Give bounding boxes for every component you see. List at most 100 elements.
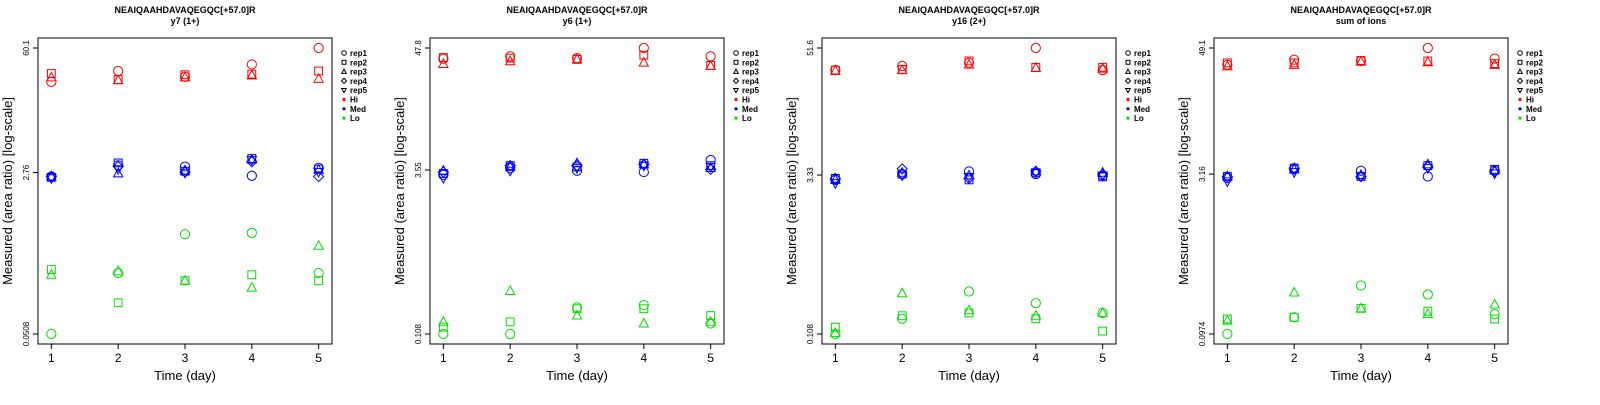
data-point-med-rep5 <box>313 167 325 179</box>
data-point-hi-rep3 <box>896 64 908 75</box>
plot-frame <box>1213 37 1509 345</box>
legend-marker-rep4 <box>1516 77 1524 85</box>
data-point-hi-rep1 <box>1030 42 1041 54</box>
data-point-lo-rep3 <box>571 309 583 320</box>
data-point-hi-rep3 <box>571 53 583 64</box>
legend-label-rep4: rep4 <box>1526 77 1543 86</box>
data-point-lo-rep1 <box>113 267 124 279</box>
x-tick-label: 5 <box>707 351 714 365</box>
data-point-hi-rep2 <box>639 50 649 60</box>
legend-label-rep2: rep2 <box>742 58 759 67</box>
data-point-med-rep1 <box>179 161 191 172</box>
data-point-lo-rep1 <box>313 267 324 279</box>
y-tick-label: 47.8 <box>414 40 423 56</box>
data-point-med-rep5 <box>1489 169 1501 180</box>
data-point-hi-rep1 <box>179 71 191 82</box>
data-point-med-rep5 <box>45 174 57 185</box>
legend-marker-med <box>1126 107 1130 111</box>
data-point-med-rep3 <box>45 170 57 181</box>
data-point-hi-rep3 <box>313 72 325 83</box>
data-point-hi-rep3 <box>963 58 975 69</box>
data-point-lo-rep1 <box>830 328 841 340</box>
legend-label-rep1: rep1 <box>1526 49 1543 58</box>
data-point-lo-rep1 <box>1222 328 1233 340</box>
data-point-lo-rep3 <box>112 265 124 276</box>
y-tick-label: 3.33 <box>806 167 815 183</box>
y-axis-label: Measured (area ratio) [log-scale] <box>392 97 407 285</box>
legend-marker-rep1 <box>1517 50 1523 56</box>
legend-marker-hi <box>1518 97 1522 102</box>
legend-label-rep5: rep5 <box>1526 86 1543 95</box>
data-point-hi-rep3 <box>112 74 124 85</box>
legend-label-hi: Hi <box>1526 96 1534 105</box>
data-point-hi-rep2 <box>505 53 515 63</box>
y-tick-label: 60.1 <box>22 40 31 56</box>
data-point-med-rep3 <box>112 167 124 178</box>
y-tick-label: 3.16 <box>1198 166 1207 182</box>
legend-label-med: Med <box>350 105 366 114</box>
data-point-med-rep5 <box>963 172 975 184</box>
data-point-lo-rep3 <box>1030 309 1042 320</box>
data-point-lo-rep2 <box>572 304 582 314</box>
legend-marker-rep4 <box>1124 77 1132 85</box>
data-point-lo-rep2 <box>1098 326 1108 336</box>
legend-label-rep3: rep3 <box>350 68 367 77</box>
legend-marker-lo <box>1518 116 1522 120</box>
legend-label-med: Med <box>1134 105 1150 114</box>
legend-marker-rep2 <box>733 59 739 65</box>
data-point-hi-rep1 <box>313 42 324 54</box>
data-point-med-rep1 <box>246 170 257 181</box>
legend-marker-rep5 <box>1124 87 1132 94</box>
chart-subtitle: y6 (1+) <box>563 16 592 26</box>
data-point-lo-rep2 <box>505 317 515 327</box>
data-point-lo-rep2 <box>830 322 840 332</box>
y-tick-label: 51.6 <box>806 40 815 56</box>
x-tick-label: 4 <box>1424 351 1431 365</box>
y-tick-label: 49.1 <box>1198 40 1207 56</box>
x-tick-label: 3 <box>1358 351 1365 365</box>
data-point-med-rep4 <box>896 163 908 175</box>
data-point-hi-rep1 <box>438 53 449 64</box>
data-point-med-rep1 <box>897 168 908 180</box>
legend-marker-med <box>734 107 738 111</box>
x-tick-label: 5 <box>1099 351 1106 365</box>
legend-label-rep4: rep4 <box>1134 77 1151 86</box>
legend-label-rep1: rep1 <box>350 49 367 58</box>
data-point-hi-rep1 <box>1097 65 1108 76</box>
chart-title: NEAIQAAHDAVAQEGQC[+57.0]R <box>115 5 256 15</box>
x-axis-label: Time (day) <box>1330 368 1392 383</box>
data-point-hi-rep2 <box>964 56 974 66</box>
legend-marker-rep5 <box>340 87 348 94</box>
data-point-med-rep5 <box>1422 164 1434 175</box>
data-point-hi-rep3 <box>1489 58 1501 69</box>
data-point-lo-rep1 <box>1489 309 1500 320</box>
x-tick-label: 5 <box>1491 351 1498 365</box>
data-point-hi-rep3 <box>829 64 841 75</box>
data-point-hi-rep2 <box>314 66 324 76</box>
data-point-hi-rep3 <box>1097 62 1109 73</box>
data-point-med-rep1 <box>313 162 324 173</box>
data-point-hi-rep1 <box>963 57 975 68</box>
data-point-med-rep2 <box>113 158 123 168</box>
data-point-med-rep5 <box>1221 177 1233 188</box>
data-point-lo-rep1 <box>1422 289 1433 300</box>
legend-label-med: Med <box>1526 105 1542 114</box>
data-point-lo-rep3 <box>437 315 449 326</box>
data-point-hi-rep1 <box>897 60 908 72</box>
data-point-lo-rep3 <box>1221 314 1233 325</box>
legend-marker-rep3 <box>340 68 348 74</box>
data-point-med-rep3 <box>1221 170 1233 181</box>
data-point-med-rep5 <box>246 156 258 167</box>
data-point-lo-rep1 <box>638 299 649 311</box>
legend-label-rep1: rep1 <box>742 49 759 58</box>
legend-label-lo: Lo <box>742 114 752 123</box>
data-point-med-rep1 <box>1355 165 1367 176</box>
x-tick-label: 5 <box>315 351 322 365</box>
data-point-lo-rep3 <box>638 317 650 328</box>
y-tick-label: 0.108 <box>806 323 815 344</box>
y-axis-label: Measured (area ratio) [log-scale] <box>0 97 15 285</box>
data-point-lo-rep3 <box>1288 286 1300 297</box>
